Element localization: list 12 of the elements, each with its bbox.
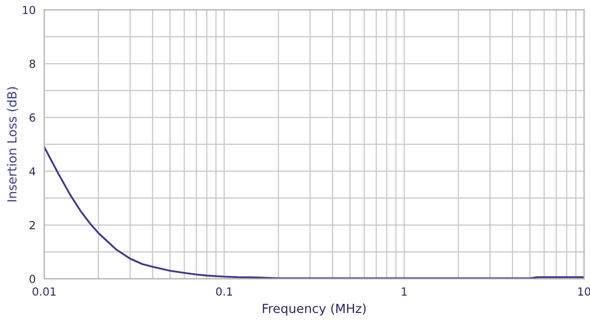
x-tick-label: 0.01	[32, 287, 56, 296]
y-tick-label: 8	[30, 60, 36, 68]
x-tick-label: 1	[402, 287, 407, 296]
x-tick-label: 0.1	[216, 287, 232, 296]
y-tick-label: 4	[29, 167, 36, 176]
y-axis-title: Insertion Loss (dB)	[6, 87, 18, 202]
y-tick-label: 0	[30, 274, 36, 284]
y-tick-label: 10	[23, 6, 36, 14]
x-axis-title: Frequency (MHz)	[262, 303, 366, 316]
y-tick-label: 6	[30, 113, 36, 122]
y-tick-label: 2	[30, 220, 35, 230]
x-tick-label: 10	[578, 287, 590, 296]
